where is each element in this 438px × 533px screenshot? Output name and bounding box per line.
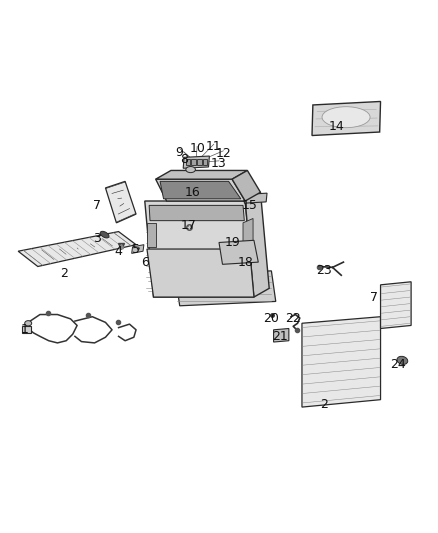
Text: 10: 10	[189, 142, 205, 155]
Polygon shape	[147, 249, 254, 297]
Polygon shape	[312, 101, 381, 135]
Ellipse shape	[100, 231, 109, 238]
Text: 2: 2	[60, 266, 68, 279]
Text: 1: 1	[21, 324, 28, 336]
Text: 18: 18	[237, 256, 253, 269]
Bar	[191, 159, 196, 165]
Polygon shape	[145, 201, 254, 297]
Ellipse shape	[25, 321, 32, 326]
Text: 19: 19	[224, 236, 240, 249]
Text: 22: 22	[285, 312, 301, 325]
Polygon shape	[175, 271, 276, 306]
Text: 7: 7	[370, 290, 378, 304]
Polygon shape	[274, 328, 289, 342]
Text: 16: 16	[185, 186, 201, 199]
Polygon shape	[243, 219, 253, 247]
Ellipse shape	[397, 357, 408, 365]
Polygon shape	[155, 171, 247, 179]
Text: 6: 6	[141, 256, 149, 269]
Bar	[203, 159, 207, 165]
Polygon shape	[160, 181, 241, 199]
Polygon shape	[155, 179, 245, 201]
Text: 23: 23	[316, 264, 332, 277]
Polygon shape	[132, 245, 144, 253]
Text: 5: 5	[132, 243, 140, 255]
Polygon shape	[381, 282, 411, 328]
Text: 14: 14	[329, 120, 345, 133]
Text: 20: 20	[263, 312, 279, 325]
Polygon shape	[149, 205, 244, 221]
Ellipse shape	[322, 107, 370, 128]
Text: 15: 15	[242, 199, 258, 212]
Text: 8: 8	[180, 153, 188, 166]
Polygon shape	[18, 231, 136, 266]
Text: 9: 9	[175, 146, 183, 159]
Text: 21: 21	[272, 330, 288, 343]
Text: 24: 24	[390, 358, 406, 372]
Bar	[21, 326, 31, 333]
Polygon shape	[245, 192, 269, 297]
Text: 13: 13	[211, 157, 227, 171]
Polygon shape	[244, 193, 267, 203]
Text: 3: 3	[93, 232, 101, 245]
Text: 7: 7	[93, 199, 101, 212]
Bar	[186, 159, 190, 165]
Text: 2: 2	[320, 398, 328, 410]
Polygon shape	[219, 240, 258, 264]
Polygon shape	[106, 181, 136, 223]
Polygon shape	[183, 156, 209, 168]
Polygon shape	[232, 171, 261, 201]
Text: 11: 11	[206, 140, 222, 153]
Bar	[197, 159, 201, 165]
Polygon shape	[147, 223, 155, 247]
Ellipse shape	[186, 166, 195, 173]
Text: 17: 17	[180, 219, 196, 231]
Text: 12: 12	[215, 147, 231, 160]
Text: 4: 4	[115, 245, 123, 258]
Polygon shape	[302, 317, 381, 407]
